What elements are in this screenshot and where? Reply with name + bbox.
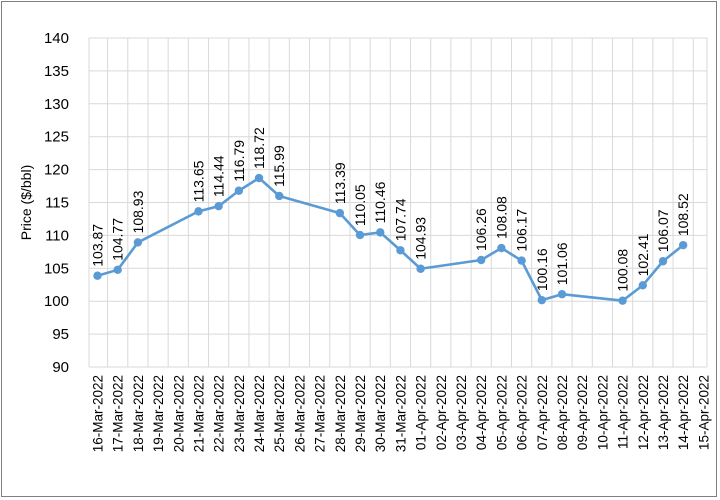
x-tick-label: 31-Mar-2022 [393, 375, 408, 452]
data-point [638, 281, 647, 290]
data-point [113, 265, 122, 275]
x-tick-label: 24-Mar-2022 [252, 375, 267, 452]
data-label: 115.99 [271, 145, 287, 187]
data-label: 110.46 [372, 181, 388, 223]
data-label: 103.87 [89, 224, 105, 267]
data-point [477, 255, 486, 265]
data-label: 101.06 [554, 242, 570, 285]
y-axis-ticks: 90 95 100 105 110 115 120 125 130 135 140 [44, 30, 69, 376]
data-point [194, 207, 203, 216]
x-tick-label: 07-Apr-2022 [535, 375, 550, 450]
data-point [275, 191, 284, 201]
y-tick-label: 115 [45, 195, 69, 212]
data-point [517, 256, 526, 265]
x-tick-label: 14-Apr-2022 [676, 375, 691, 450]
data-label: 108.93 [130, 190, 146, 233]
data-label: 113.39 [332, 162, 348, 204]
data-point [618, 296, 627, 305]
x-tick-label: 02-Apr-2022 [434, 375, 449, 450]
data-label: 100.16 [534, 248, 550, 291]
data-label: 100.08 [615, 249, 631, 292]
x-tick-label: 10-Apr-2022 [595, 375, 610, 450]
data-label: 107.74 [392, 198, 408, 241]
data-point [537, 295, 546, 305]
y-axis-label: Price ($/bbl) [18, 165, 34, 240]
y-tick-label: 125 [44, 129, 69, 146]
x-tick-label: 15-Apr-2022 [696, 375, 711, 450]
data-label: 108.08 [493, 196, 509, 239]
y-tick-label: 105 [44, 260, 69, 277]
x-tick-label: 17-Mar-2022 [111, 375, 126, 452]
y-tick-label: 140 [44, 30, 69, 47]
x-tick-label: 16-Mar-2022 [90, 375, 105, 452]
x-tick-label: 20-Mar-2022 [171, 375, 186, 452]
data-label: 104.93 [413, 217, 429, 260]
data-label: 104.77 [110, 218, 126, 261]
x-tick-label: 28-Mar-2022 [333, 375, 348, 452]
data-point [416, 264, 425, 273]
x-tick-label: 09-Apr-2022 [575, 375, 590, 450]
data-label: 102.41 [635, 233, 651, 276]
data-point [396, 246, 405, 255]
data-point [93, 271, 102, 280]
data-label: 118.72 [251, 127, 267, 169]
x-tick-label: 01-Apr-2022 [414, 375, 429, 450]
x-tick-label: 08-Apr-2022 [555, 375, 570, 450]
data-point [335, 208, 345, 218]
x-tick-label: 23-Mar-2022 [232, 375, 247, 452]
x-tick-label: 19-Mar-2022 [151, 375, 166, 452]
x-tick-label: 13-Apr-2022 [656, 375, 671, 450]
x-tick-label: 27-Mar-2022 [313, 375, 328, 452]
data-point [133, 238, 143, 247]
x-tick-label: 30-Mar-2022 [373, 375, 388, 452]
data-label: 106.26 [473, 208, 489, 251]
data-label: 110.05 [352, 184, 368, 226]
data-point [557, 290, 567, 299]
x-tick-label: 21-Mar-2022 [191, 375, 206, 452]
data-label: 108.52 [675, 193, 691, 236]
y-tick-label: 95 [52, 326, 69, 343]
data-label: 113.65 [190, 160, 206, 202]
x-tick-label: 04-Apr-2022 [474, 375, 489, 450]
x-axis-ticks: 16-Mar-2022 17-Mar-2022 18-Mar-2022 19-Mar-… [90, 375, 711, 452]
x-tick-label: 25-Mar-2022 [272, 375, 287, 452]
y-tick-label: 135 [44, 63, 69, 80]
data-label: 106.07 [655, 209, 671, 252]
x-tick-label: 22-Mar-2022 [212, 375, 227, 452]
gridlines [88, 37, 708, 368]
data-label: 106.17 [514, 209, 530, 252]
y-tick-label: 110 [45, 227, 69, 244]
data-point [678, 240, 688, 250]
x-tick-label: 12-Apr-2022 [636, 375, 651, 450]
data-label: 116.79 [231, 140, 247, 182]
data-point [497, 243, 506, 253]
x-tick-label: 11-Apr-2022 [616, 375, 631, 449]
data-point [355, 230, 365, 240]
data-point [234, 186, 244, 195]
y-tick-label: 130 [44, 96, 69, 113]
data-point [254, 173, 264, 183]
x-tick-label: 29-Mar-2022 [353, 375, 368, 452]
data-label: 114.44 [211, 155, 227, 197]
series-price [93, 173, 688, 305]
x-tick-label: 06-Apr-2022 [515, 375, 530, 450]
x-tick-label: 26-Mar-2022 [292, 375, 307, 452]
data-point [376, 228, 385, 237]
x-tick-label: 18-Mar-2022 [131, 375, 146, 452]
data-point [214, 201, 223, 211]
x-tick-label: 03-Apr-2022 [454, 375, 469, 450]
y-tick-label: 100 [44, 293, 69, 310]
y-tick-label: 90 [52, 359, 69, 376]
x-tick-label: 05-Apr-2022 [494, 375, 509, 450]
series-line [97, 176, 684, 302]
y-tick-label: 120 [44, 162, 69, 179]
data-point [658, 257, 668, 266]
